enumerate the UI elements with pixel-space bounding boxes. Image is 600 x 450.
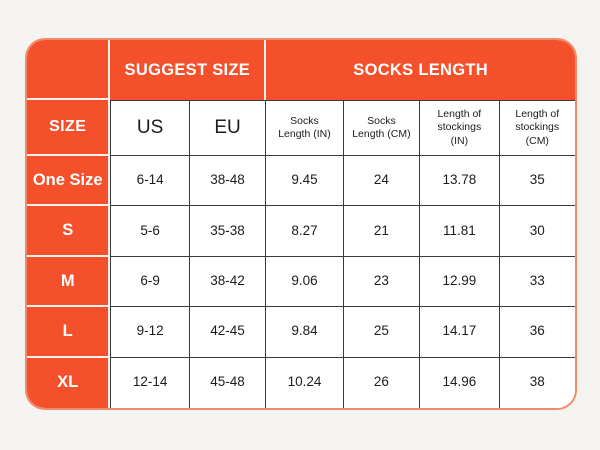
data-cell: 9-12 (110, 307, 190, 358)
group-header-suggest-size: SUGGEST SIZE (110, 40, 267, 100)
data-cell: 12.99 (420, 256, 500, 308)
column-header-size: SIZE (27, 100, 111, 156)
data-cell: 35-38 (189, 206, 267, 257)
group-header-socks-length: SOCKS LENGTH (266, 40, 575, 100)
data-cell: 5-6 (110, 206, 190, 257)
column-header-socks-length-cm: Socks Length (CM) (343, 100, 421, 156)
data-cell: 14.17 (420, 307, 500, 358)
row-label-m: M (27, 256, 111, 308)
data-cell: 24 (343, 156, 421, 207)
column-header-eu: EU (189, 100, 267, 156)
data-cell: 21 (343, 206, 421, 257)
data-cell: 6-9 (110, 256, 190, 308)
data-cell: 38 (499, 357, 575, 408)
data-cell: 13.78 (420, 156, 500, 207)
data-cell: 8.27 (266, 206, 344, 257)
corner-cell (27, 40, 111, 100)
row-label-s: S (27, 206, 111, 257)
data-cell: 9.06 (266, 256, 344, 308)
data-cell: 38-42 (189, 256, 267, 308)
data-cell: 6-14 (110, 156, 190, 207)
data-cell: 25 (343, 307, 421, 358)
data-cell: 10.24 (266, 357, 344, 408)
data-cell: 35 (499, 156, 575, 207)
column-header-us: US (110, 100, 190, 156)
column-header-length-of-stockings-in: Length of stockings (IN) (420, 100, 500, 156)
data-cell: 9.45 (266, 156, 344, 207)
data-cell: 38-48 (189, 156, 267, 207)
row-label-xl: XL (27, 357, 111, 408)
column-header-socks-length-in: Socks Length (IN) (266, 100, 344, 156)
data-cell: 14.96 (420, 357, 500, 408)
data-cell: 33 (499, 256, 575, 308)
data-cell: 45-48 (189, 357, 267, 408)
data-cell: 11.81 (420, 206, 500, 257)
column-header-length-of-stockings-cm: Length of stockings (CM) (499, 100, 575, 156)
data-cell: 12-14 (110, 357, 190, 408)
row-label-one-size: One Size (27, 156, 111, 207)
data-cell: 26 (343, 357, 421, 408)
data-cell: 23 (343, 256, 421, 308)
data-cell: 9.84 (266, 307, 344, 358)
data-cell: 36 (499, 307, 575, 358)
data-cell: 42-45 (189, 307, 267, 358)
row-label-l: L (27, 307, 111, 358)
size-chart-table: SUGGEST SIZE SOCKS LENGTH SIZE US EU Soc… (25, 38, 577, 410)
data-cell: 30 (499, 206, 575, 257)
